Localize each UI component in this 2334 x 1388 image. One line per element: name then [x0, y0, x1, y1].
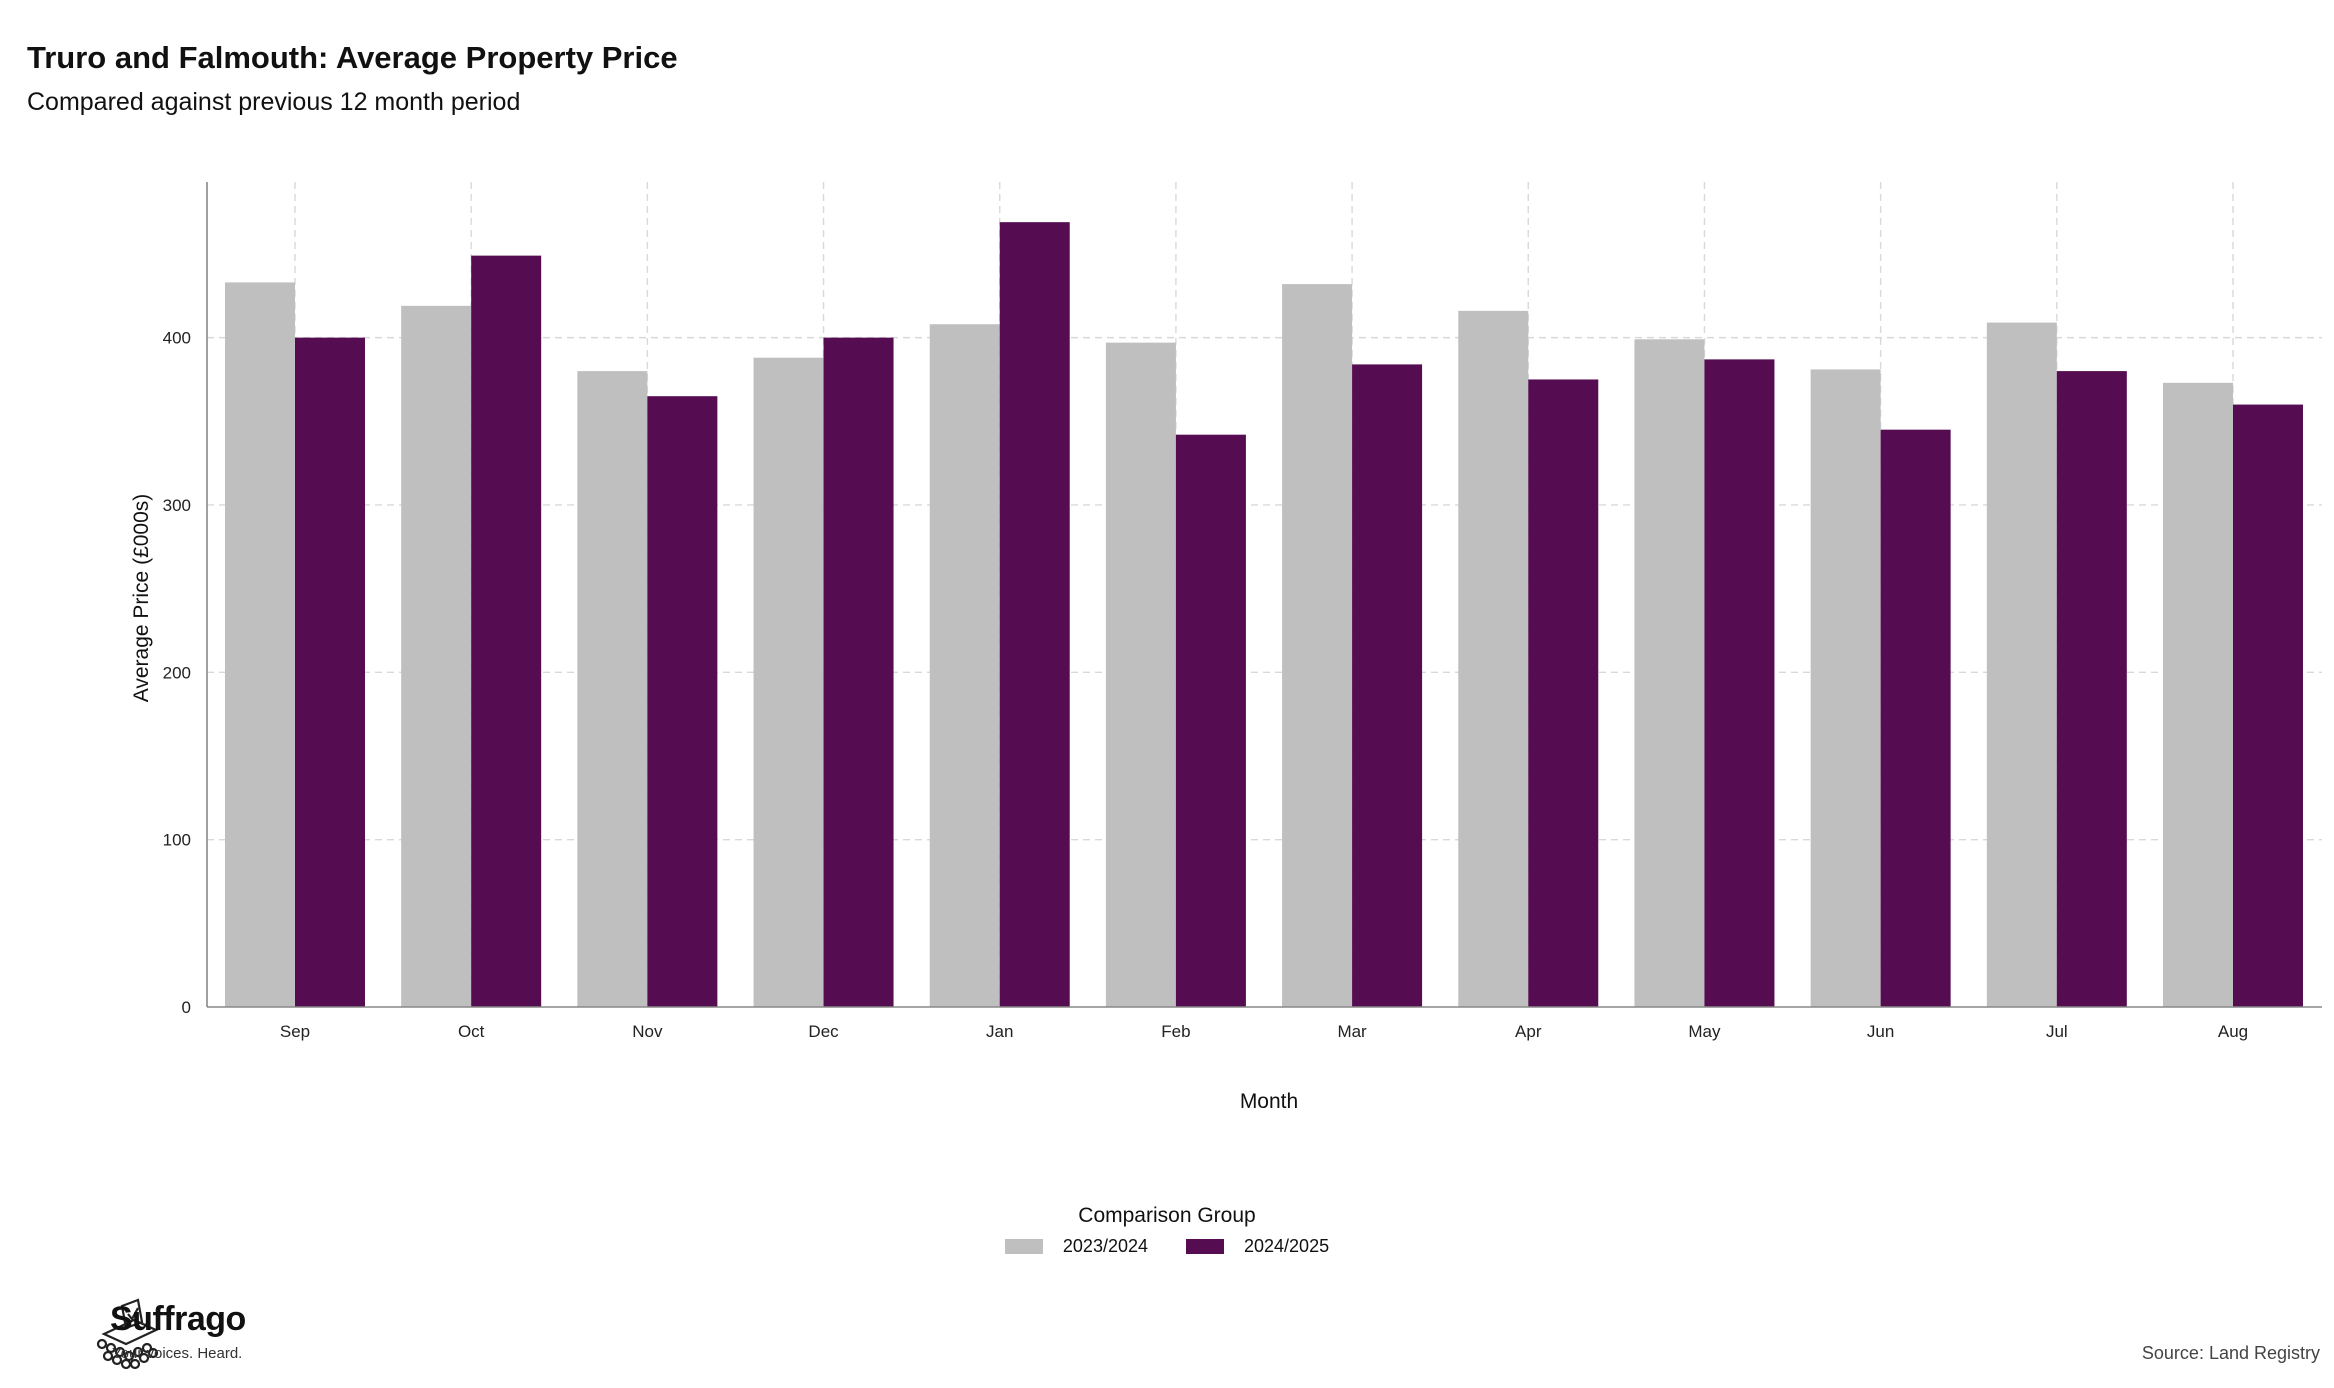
bar-2023-2024-jun	[1810, 369, 1881, 1007]
bar-chart: 0 100 200 300 400 Sep Oct Nov Dec Jan Feb Mar Apr May…	[130, 182, 2322, 1113]
bar-2023-2024-sep	[225, 282, 295, 1008]
bar-2024-2025-sep	[295, 337, 365, 1008]
x-tick-label: Dec	[808, 1022, 839, 1041]
bar-2023-2024-apr	[1458, 310, 1529, 1007]
bar-2024-2025-apr	[1528, 379, 1599, 1008]
y-tick-label: 400	[163, 329, 191, 348]
legend-label-2024-2025: 2024/2025	[1244, 1236, 1330, 1256]
legend-items: 2023/2024 2024/2025	[0, 1236, 2334, 1257]
x-tick-label: Jun	[1867, 1022, 1894, 1041]
x-tick-label: Mar	[1337, 1022, 1367, 1041]
bar-2023-2024-aug	[2163, 382, 2233, 1007]
bar-2024-2025-jul	[2056, 371, 2127, 1007]
source-note: Source: Land Registry	[2141, 1343, 2320, 1363]
bar-2024-2025-jan	[999, 222, 1070, 1007]
brand-tagline: Your voices. Heard.	[112, 1345, 243, 1362]
y-tick-label: 300	[163, 496, 191, 515]
bar-2024-2025-oct	[471, 255, 542, 1007]
bar-2024-2025-jun	[1880, 429, 1951, 1007]
brand-name: Suffrago	[110, 1300, 246, 1338]
bar-2024-2025-dec	[823, 337, 894, 1008]
y-tick-label: 0	[182, 998, 191, 1017]
legend-swatch-2023-2024	[1004, 1239, 1043, 1254]
bar-2023-2024-dec	[753, 357, 824, 1007]
bar-2023-2024-may	[1634, 339, 1705, 1007]
bar-2024-2025-mar	[1352, 364, 1423, 1007]
y-tick-label: 100	[163, 831, 191, 850]
legend-title: Comparison Group	[1078, 1204, 1256, 1227]
bars	[225, 222, 2303, 1008]
x-tick-label: Nov	[632, 1022, 663, 1041]
legend-label-2023-2024: 2023/2024	[1062, 1236, 1148, 1256]
bar-2023-2024-feb	[1105, 342, 1176, 1008]
x-tick-label: Jan	[986, 1022, 1013, 1041]
bar-2024-2025-aug	[2233, 404, 2303, 1007]
x-tick-label: Oct	[458, 1022, 485, 1041]
legend-item-2024-2025: 2024/2025	[1186, 1236, 1329, 1257]
x-tick-label: Aug	[2218, 1022, 2248, 1041]
y-tick-label: 200	[163, 663, 191, 682]
legend-item-2023-2024: 2023/2024	[1004, 1236, 1148, 1257]
bar-2023-2024-mar	[1282, 284, 1353, 1007]
x-axis-title: Month	[1240, 1090, 1298, 1113]
chart-title: Truro and Falmouth: Average Property Pri…	[27, 40, 678, 75]
axes: 0 100 200 300 400 Sep Oct Nov Dec Jan Feb Mar Apr May…	[163, 182, 2322, 1041]
bar-2023-2024-jan	[929, 324, 1000, 1007]
y-axis-title: Average Price (£000s)	[130, 494, 153, 703]
x-tick-label: May	[1688, 1022, 1721, 1041]
legend: Comparison Group 2023/2024 2024/2025	[0, 1204, 2334, 1257]
chart-subtitle: Compared against previous 12 month perio…	[27, 88, 521, 116]
legend-swatch-2024-2025	[1186, 1239, 1224, 1254]
bar-2023-2024-nov	[577, 371, 648, 1007]
x-tick-label: Jul	[2046, 1022, 2068, 1041]
ballot-box-logo-icon	[96, 1298, 159, 1370]
x-tick-label: Apr	[1515, 1022, 1542, 1041]
bar-2024-2025-nov	[647, 396, 718, 1007]
bar-2024-2025-feb	[1175, 434, 1246, 1007]
x-tick-label: Sep	[280, 1022, 310, 1041]
bar-2023-2024-oct	[401, 305, 472, 1007]
bar-2023-2024-jul	[1986, 322, 2057, 1007]
bar-2024-2025-may	[1704, 359, 1775, 1007]
x-tick-label: Feb	[1161, 1022, 1190, 1041]
